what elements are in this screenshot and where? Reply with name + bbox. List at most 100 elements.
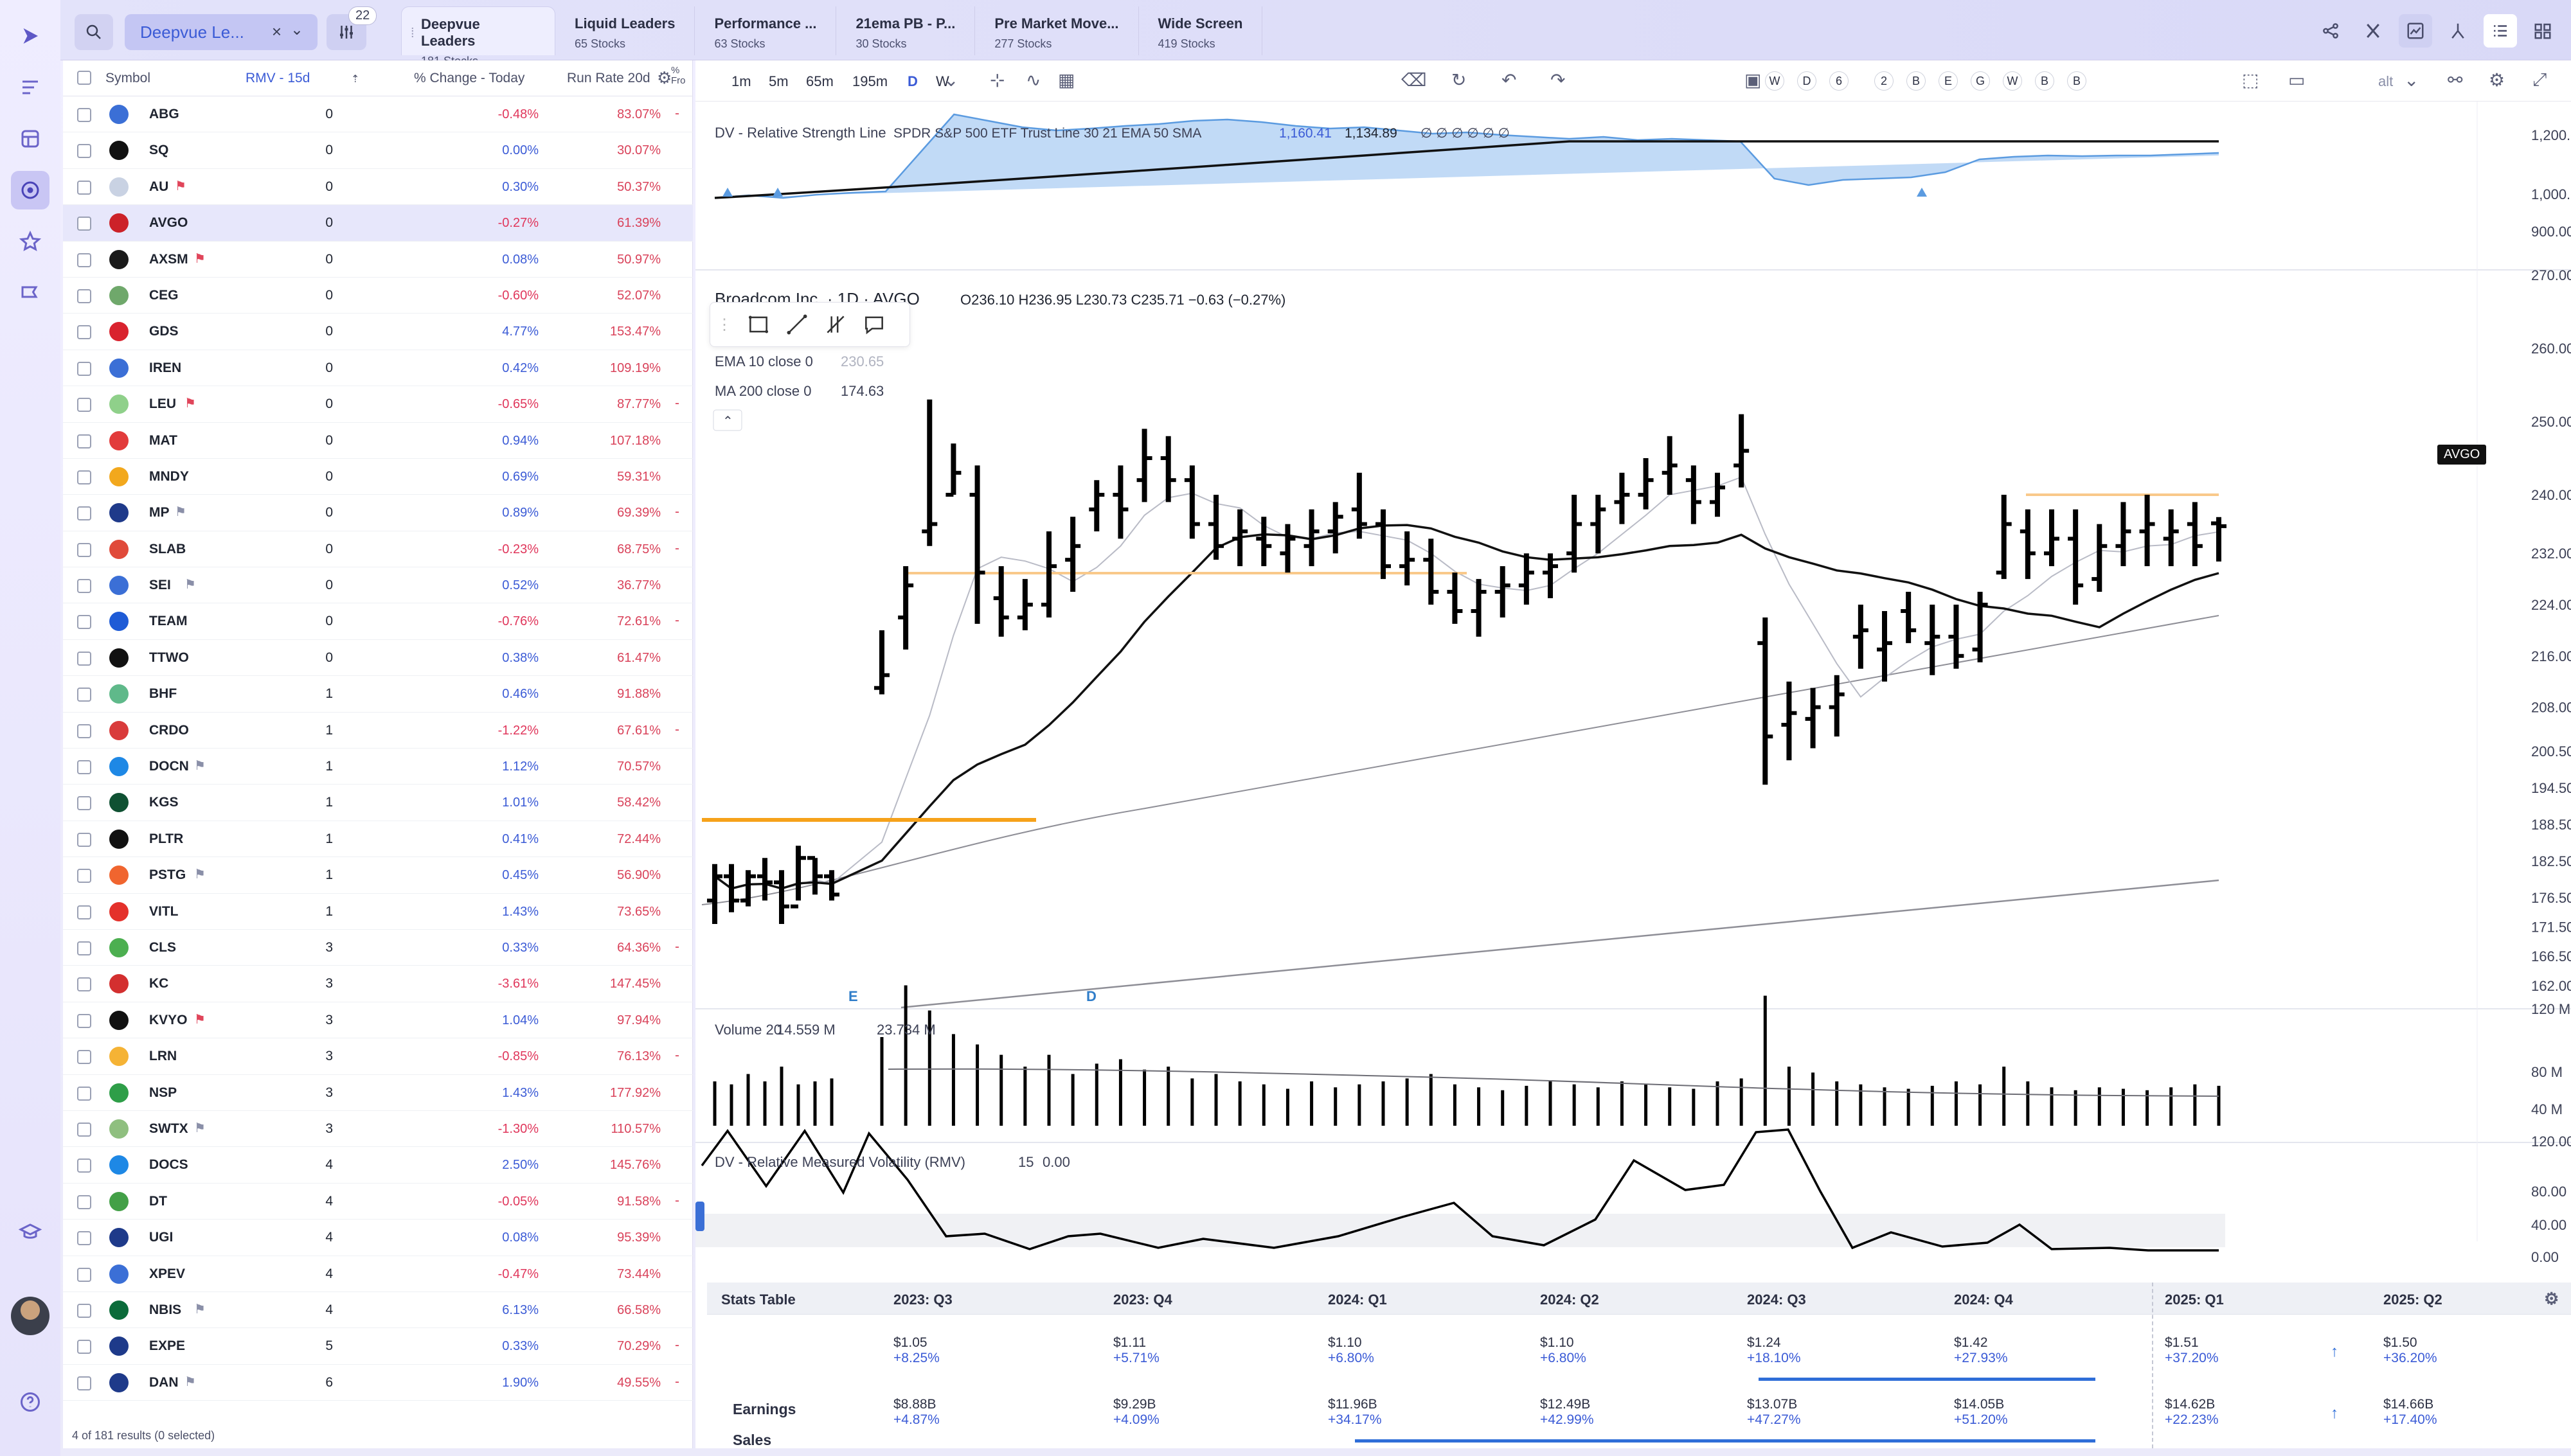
timeframe-195m[interactable]: 195m [852, 73, 888, 89]
list-item[interactable]: KC 3 -3.61% 147.45% [63, 966, 693, 1002]
list-item[interactable]: EXPE 5 0.33% 70.29% - [63, 1328, 693, 1365]
tab-3[interactable]: 21ema PB - P... 30 Stocks [836, 6, 976, 55]
drag-handle-icon[interactable]: ⁞ [411, 26, 415, 40]
drag-handle-icon[interactable]: ⋮ [717, 315, 732, 333]
row-checkbox[interactable] [77, 1231, 91, 1246]
comment-tool-icon[interactable] [862, 312, 886, 337]
list-item[interactable]: NSP 3 1.43% 177.92% [63, 1075, 693, 1111]
row-checkbox[interactable] [77, 1122, 91, 1137]
indicators-icon[interactable]: ∿ [1026, 70, 1041, 90]
collapse-legend-button[interactable] [713, 409, 742, 431]
list-item[interactable]: SEI ⚑ 0 0.52% 36.77% [63, 567, 693, 604]
col-from[interactable]: % Fro [671, 65, 686, 86]
row-checkbox[interactable] [77, 1267, 91, 1282]
list-item[interactable]: AU ⚑ 0 0.30% 50.37% [63, 169, 693, 206]
clear-icon[interactable]: × [271, 22, 282, 41]
education-icon[interactable] [11, 1213, 49, 1252]
eraser-icon[interactable]: ⌫ [1401, 70, 1427, 90]
layout-icon[interactable] [11, 120, 49, 158]
quick-key[interactable]: W [1765, 71, 1784, 91]
star-icon[interactable] [11, 222, 49, 261]
fullscreen-icon[interactable]: ⤢ [2532, 69, 2547, 89]
list-item[interactable]: DOCS 4 2.50% 145.76% [63, 1147, 693, 1184]
list-item[interactable]: LRN 3 -0.85% 76.13% - [63, 1038, 693, 1075]
row-checkbox[interactable] [77, 724, 91, 738]
timeframe-1m[interactable]: 1m [731, 73, 751, 89]
list-item[interactable]: GDS 0 4.77% 153.47% [63, 314, 693, 350]
chevron-down-icon[interactable]: ⌄ [290, 21, 303, 39]
row-checkbox[interactable] [77, 1013, 91, 1028]
col-change[interactable]: % Change - Today [414, 71, 525, 85]
flag-icon[interactable]: ⚑ [194, 759, 206, 774]
row-checkbox[interactable] [77, 1376, 91, 1390]
row-checkbox[interactable] [77, 434, 91, 448]
scanner-icon[interactable] [11, 171, 49, 209]
list-item[interactable]: UGI 4 0.08% 95.39% [63, 1220, 693, 1256]
list-item[interactable]: PSTG ⚑ 1 0.45% 56.90% [63, 857, 693, 894]
list-item[interactable]: NBIS ⚑ 4 6.13% 66.58% [63, 1292, 693, 1329]
flag-icon[interactable]: ⚑ [175, 505, 186, 520]
row-checkbox[interactable] [77, 615, 91, 630]
timeframe-D[interactable]: D [908, 73, 918, 89]
list-item[interactable]: DT 4 -0.05% 91.58% - [63, 1184, 693, 1220]
quick-key[interactable]: E [1939, 71, 1958, 91]
row-checkbox[interactable] [77, 542, 91, 557]
row-checkbox[interactable] [77, 253, 91, 267]
chevron-down-icon[interactable]: ⌄ [944, 70, 959, 90]
tab-2[interactable]: Performance ... 63 Stocks [695, 6, 837, 55]
list-item[interactable]: BHF 1 0.46% 91.88% [63, 676, 693, 713]
list-item[interactable]: AXSM ⚑ 0 0.08% 50.97% [63, 242, 693, 278]
row-checkbox[interactable] [77, 832, 91, 847]
list-item[interactable]: CLS 3 0.33% 64.36% - [63, 930, 693, 966]
pitchfork-tool-icon[interactable] [823, 312, 848, 337]
snapshot-icon[interactable]: ▣ [1744, 70, 1762, 90]
row-checkbox[interactable] [77, 108, 91, 122]
undo-icon[interactable]: ↶ [1501, 70, 1517, 90]
price-chart[interactable]: 270.00 260.00 250.00 240.00 232.00 224.00 216.… [695, 102, 2571, 1283]
list-item[interactable]: AVGO 0 -0.27% 61.39% [63, 205, 693, 242]
list-item[interactable]: ABG 0 -0.48% 83.07% - [63, 96, 693, 133]
list-item[interactable]: VITL 1 1.43% 73.65% [63, 894, 693, 930]
flag-icon[interactable]: ⚑ [194, 1302, 206, 1317]
quick-key[interactable]: B [1906, 71, 1926, 91]
split-icon[interactable] [2441, 14, 2475, 48]
avatar[interactable] [11, 1297, 49, 1335]
flag-icon[interactable]: ⚑ [184, 1374, 196, 1389]
stats-settings-icon[interactable]: ⚙ [2544, 1289, 2559, 1308]
quick-key[interactable]: B [2035, 71, 2054, 91]
row-checkbox[interactable] [77, 361, 91, 376]
flag-icon[interactable]: ⚑ [194, 1121, 206, 1135]
quick-key[interactable]: 2 [1874, 71, 1894, 91]
flag-icon[interactable]: ⚑ [194, 1012, 206, 1027]
list-item[interactable]: DAN ⚑ 6 1.90% 49.55% - [63, 1365, 693, 1401]
row-checkbox[interactable] [77, 325, 91, 340]
row-checkbox[interactable] [77, 1050, 91, 1065]
templates-icon[interactable]: ▦ [1058, 70, 1075, 90]
row-checkbox[interactable] [77, 398, 91, 413]
row-checkbox[interactable] [77, 470, 91, 484]
row-checkbox[interactable] [77, 688, 91, 702]
list-item[interactable]: TTWO 0 0.38% 61.47% [63, 640, 693, 677]
row-checkbox[interactable] [77, 144, 91, 159]
trendline-tool-icon[interactable] [785, 312, 809, 337]
list-item[interactable]: LEU ⚑ 0 -0.65% 87.77% - [63, 386, 693, 423]
crosshair-icon[interactable]: ⊹ [990, 70, 1005, 90]
chevron-down-icon[interactable]: ⌄ [2404, 70, 2419, 90]
alerts-icon[interactable] [11, 274, 49, 312]
menu-icon[interactable] [11, 68, 49, 107]
list-item[interactable]: KVYO ⚑ 3 1.04% 97.94% [63, 1002, 693, 1039]
settings-icon[interactable]: ⚙ [2489, 70, 2505, 90]
list-item[interactable]: TEAM 0 -0.76% 72.61% - [63, 603, 693, 640]
tab-0[interactable]: ⁞Deepvue Leaders181 Stocks [401, 6, 555, 67]
row-checkbox[interactable] [77, 977, 91, 992]
app-logo-icon[interactable] [11, 17, 49, 55]
row-checkbox[interactable] [77, 760, 91, 775]
flag-icon[interactable]: ⚑ [175, 179, 186, 193]
flag-icon[interactable]: ⚑ [194, 867, 206, 882]
list-item[interactable]: CEG 0 -0.60% 52.07% [63, 278, 693, 314]
row-checkbox[interactable] [77, 289, 91, 303]
search-button[interactable] [75, 14, 113, 50]
pane-resize-handle[interactable] [695, 1202, 704, 1231]
settings-icon[interactable]: ⚙ [657, 68, 672, 87]
row-checkbox[interactable] [77, 1303, 91, 1318]
